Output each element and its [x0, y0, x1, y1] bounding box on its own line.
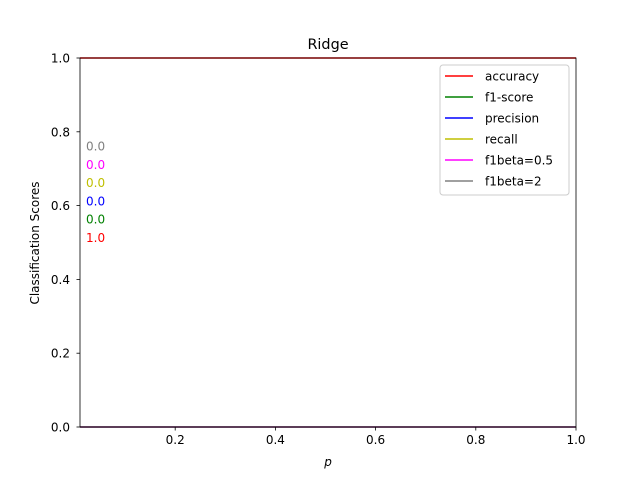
legend: accuracy f1-score precision recall f1beta=0.…	[439, 64, 570, 196]
y-tick-label: 0.0	[51, 421, 70, 435]
y-axis-label: Classification Scores	[28, 181, 42, 304]
annotation-accuracy: 1.0	[86, 231, 105, 245]
annotation-recall: 0.0	[86, 176, 105, 190]
annotation-f1beta=0.5: 0.0	[86, 158, 105, 172]
y-tick-label: 0.4	[51, 273, 70, 287]
legend-label-f1beta=0.5: f1beta=0.5	[485, 154, 553, 168]
x-tick-label: 0.6	[366, 433, 385, 447]
legend-label-f1beta=2: f1beta=2	[485, 175, 542, 189]
y-tick-label: 0.8	[51, 125, 70, 139]
annotation-f1-score: 0.0	[86, 213, 105, 227]
y-tick-label: 0.2	[51, 347, 70, 361]
annotation-f1beta=2: 0.0	[86, 140, 105, 154]
x-axis-label: p	[323, 455, 332, 469]
legend-label-accuracy: accuracy	[485, 70, 539, 84]
annotation-precision: 0.0	[86, 194, 105, 208]
chart-title: Ridge	[307, 37, 348, 53]
x-tick-label: 0.2	[166, 433, 185, 447]
legend-label-precision: precision	[485, 112, 539, 126]
y-tick-label: 1.0	[51, 52, 70, 66]
legend-label-recall: recall	[485, 133, 518, 147]
axes-frame	[79, 57, 577, 428]
x-tick-label: 1.0	[566, 433, 585, 447]
x-tick-label: 0.8	[466, 433, 485, 447]
y-tick-label: 0.6	[51, 199, 70, 213]
x-tick-label: 0.4	[266, 433, 285, 447]
legend-label-f1-score: f1-score	[485, 91, 533, 105]
axes: 0.2 0.4 0.6 0.8 1.0 0.0 0.2 0.4 0.6 0.8 1.0	[51, 52, 586, 448]
